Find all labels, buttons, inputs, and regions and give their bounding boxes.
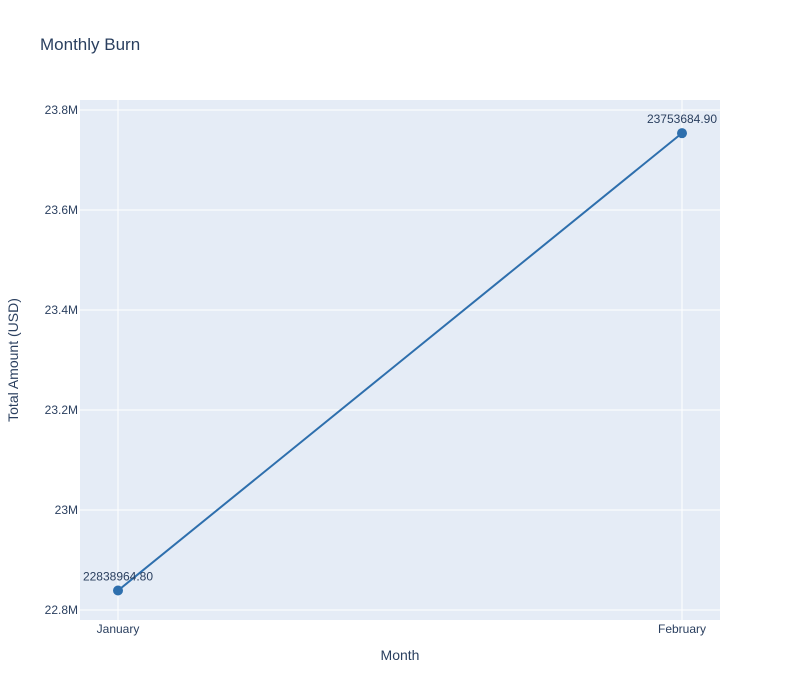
data-label: 22838964.80 [83,570,153,584]
x-axis-title: Month [381,647,420,663]
y-tick-label: 23M [55,503,78,517]
data-label: 23753684.90 [647,112,717,126]
series-group: 22838964.80 23753684.90 [83,112,717,596]
y-tick-label: 23.4M [45,303,78,317]
x-tick-label: February [658,622,706,636]
y-axis-ticks: 22.8M 23M 23.2M 23.4M 23.6M 23.8M [45,103,78,617]
y-tick-label: 22.8M [45,603,78,617]
plot-area [80,100,720,620]
chart-title: Monthly Burn [40,35,140,54]
y-axis-title: Total Amount (USD) [5,298,21,422]
y-tick-label: 23.2M [45,403,78,417]
series-line [117,132,683,592]
data-point[interactable] [113,585,123,596]
x-tick-label: January [97,622,140,636]
x-axis-ticks: January February [97,622,706,636]
data-point[interactable] [677,128,687,139]
grid-lines [80,100,720,620]
y-tick-label: 23.8M [45,103,78,117]
y-tick-label: 23.6M [45,203,78,217]
